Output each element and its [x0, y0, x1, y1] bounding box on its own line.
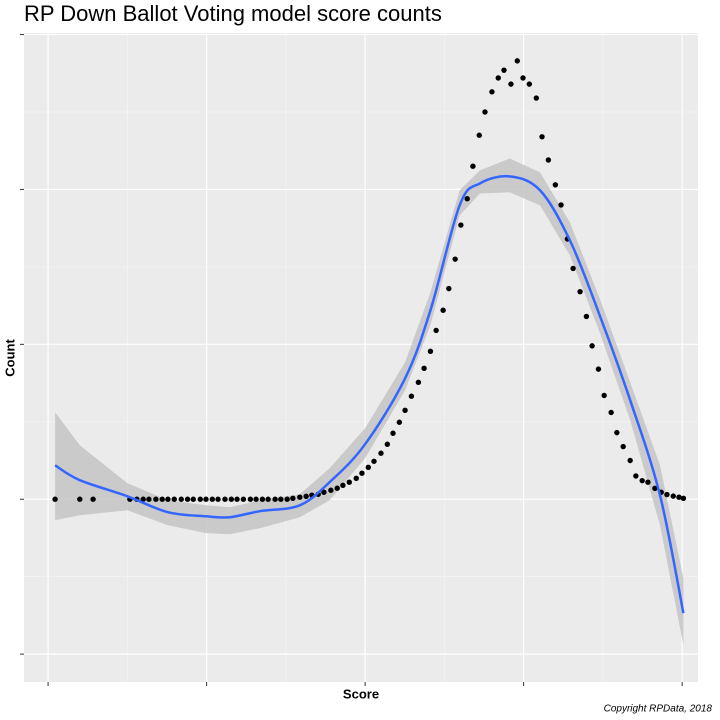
point — [284, 496, 290, 502]
point — [321, 489, 327, 495]
point — [197, 496, 203, 502]
point — [526, 81, 533, 87]
smooth-line — [54, 174, 685, 614]
point — [190, 496, 196, 502]
point — [384, 441, 391, 447]
point — [514, 58, 520, 64]
point — [365, 464, 371, 471]
point — [303, 493, 309, 499]
point — [570, 265, 576, 272]
point — [652, 485, 658, 492]
point — [77, 496, 83, 502]
point — [645, 479, 651, 485]
point — [489, 89, 495, 95]
point — [328, 487, 334, 493]
point — [228, 496, 235, 502]
point — [608, 409, 614, 416]
point — [464, 196, 470, 202]
point — [334, 485, 340, 491]
point — [558, 202, 564, 208]
point — [259, 496, 266, 502]
point — [396, 419, 403, 425]
point — [680, 495, 687, 501]
point — [470, 163, 476, 169]
copyright: Copyright RPData, 2018 — [604, 704, 713, 715]
point — [278, 496, 284, 502]
point — [390, 430, 396, 436]
point — [159, 496, 165, 502]
point — [184, 496, 191, 502]
point — [171, 496, 177, 502]
point — [153, 496, 159, 502]
point — [222, 496, 228, 502]
point — [495, 75, 501, 81]
point — [440, 307, 446, 313]
point — [240, 496, 247, 502]
point — [203, 496, 209, 502]
point — [408, 393, 415, 399]
point — [633, 473, 639, 479]
point — [415, 379, 422, 385]
marks — [52, 58, 687, 646]
point — [458, 222, 464, 228]
point — [595, 366, 602, 372]
point — [639, 477, 645, 484]
point — [452, 256, 458, 262]
point — [272, 496, 278, 502]
point — [421, 365, 427, 372]
point — [359, 470, 365, 476]
point — [545, 157, 552, 163]
confidence-band — [55, 158, 684, 646]
y-axis-label: Count — [2, 339, 17, 377]
point — [346, 479, 352, 485]
point — [247, 496, 254, 502]
point — [670, 493, 676, 499]
point — [601, 392, 607, 399]
point — [577, 288, 583, 295]
point — [539, 134, 545, 140]
point — [664, 491, 670, 498]
point — [140, 496, 146, 502]
point — [253, 496, 259, 502]
point — [589, 343, 595, 349]
point — [209, 496, 216, 502]
point — [501, 67, 507, 73]
point — [297, 494, 303, 500]
point — [620, 443, 626, 450]
plot-panel — [24, 33, 698, 682]
point — [353, 475, 359, 482]
point — [146, 496, 152, 502]
point — [446, 285, 452, 292]
point — [627, 457, 633, 464]
point — [402, 407, 408, 414]
point — [583, 313, 590, 320]
point — [178, 496, 184, 502]
point — [552, 182, 559, 188]
point — [533, 95, 540, 101]
point — [427, 348, 434, 355]
chart-title: RP Down Ballot Voting model score counts — [24, 1, 442, 26]
point — [482, 109, 488, 115]
point — [52, 496, 58, 502]
point — [433, 327, 439, 334]
point — [520, 75, 526, 81]
point — [371, 458, 377, 464]
point — [90, 496, 96, 502]
point — [508, 81, 514, 87]
point — [290, 495, 296, 501]
point — [476, 132, 482, 138]
point — [378, 450, 384, 456]
point — [265, 496, 271, 502]
point — [340, 482, 346, 488]
point — [614, 429, 620, 436]
point — [165, 496, 171, 502]
x-axis-label: Score — [343, 686, 379, 701]
point — [234, 496, 240, 502]
point — [215, 496, 221, 502]
point — [676, 494, 682, 500]
